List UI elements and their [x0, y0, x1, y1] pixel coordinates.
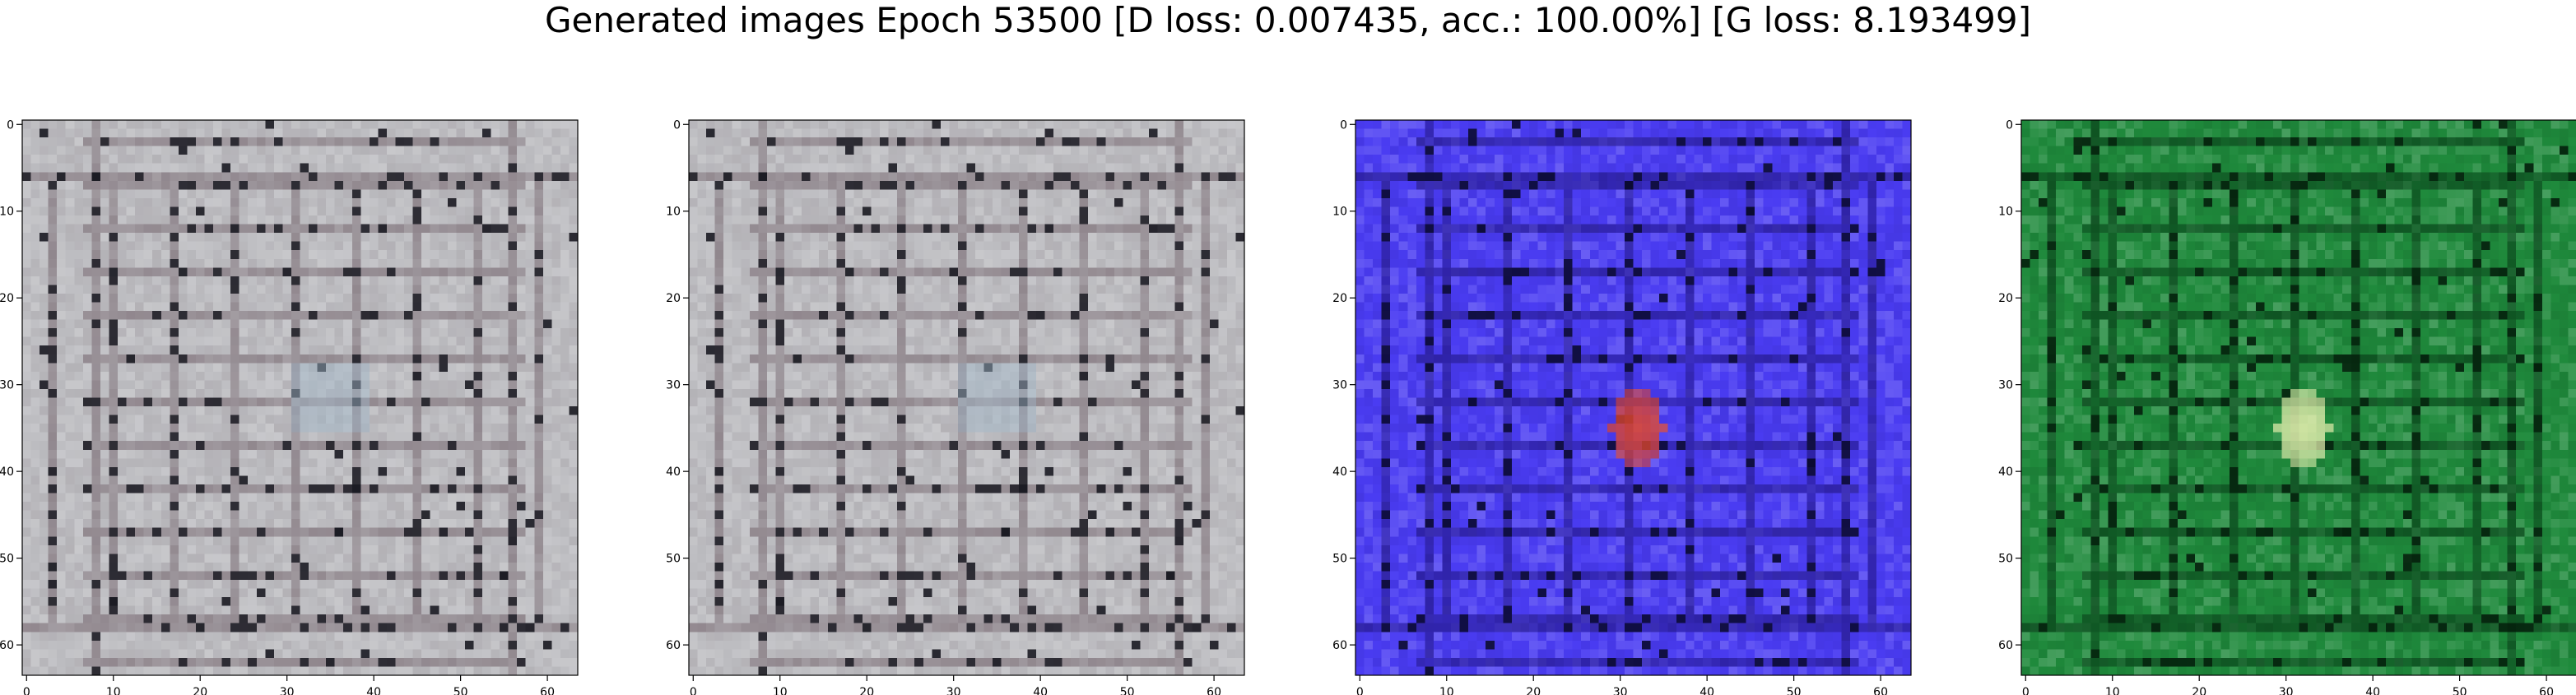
y-tick-label: 0 [7, 118, 14, 132]
y-tick-label: 50 [1998, 553, 2013, 566]
y-tick-label: 40 [1332, 466, 1347, 479]
x-tick-label: 30 [1613, 686, 1628, 695]
x-tick-label: 20 [859, 686, 874, 695]
y-tick-label: 60 [1332, 639, 1347, 652]
y-tick-label: 10 [0, 206, 14, 219]
x-tick-label: 0 [23, 686, 30, 695]
x-tick-label: 50 [1120, 686, 1135, 695]
x-tick-label: 30 [946, 686, 961, 695]
image-1-frame [21, 119, 579, 676]
x-tick-label: 30 [2279, 686, 2294, 695]
y-tick-label: 0 [673, 118, 681, 132]
x-tick-label: 30 [280, 686, 295, 695]
x-tick-label: 50 [2453, 686, 2467, 695]
image-3-panel: 0 10 20 30 40 50 60 0 10 20 30 40 50 60 [1332, 118, 1912, 695]
image-4-pixels [2021, 120, 2576, 676]
y-tick-label: 0 [2006, 118, 2013, 132]
y-tick-label: 20 [1332, 292, 1347, 305]
y-tick-label: 10 [1332, 206, 1347, 219]
x-tick-label: 50 [1787, 686, 1802, 695]
image-4-panel: 0 10 20 30 40 50 60 0 10 20 30 40 50 60 [1998, 118, 2576, 695]
y-tick-label: 30 [0, 379, 14, 392]
y-tick-label: 30 [666, 379, 681, 392]
x-tick-label: 60 [2539, 686, 2554, 695]
image-2-frame [688, 119, 1245, 676]
x-tick-label: 0 [690, 686, 697, 695]
y-tick-label: 60 [0, 639, 14, 652]
x-tick-label: 20 [193, 686, 207, 695]
x-tick-label: 60 [1207, 686, 1221, 695]
y-tick-label: 50 [666, 553, 681, 566]
x-tick-label: 60 [1873, 686, 1888, 695]
y-tick-label: 0 [1340, 118, 1347, 132]
y-tick-label: 40 [0, 466, 14, 479]
image-1-pixels [22, 120, 579, 676]
y-tick-label: 40 [666, 466, 681, 479]
x-tick-label: 0 [1356, 686, 1364, 695]
y-tick-label: 40 [1998, 466, 2013, 479]
x-tick-label: 10 [773, 686, 788, 695]
x-tick-label: 40 [2365, 686, 2380, 695]
x-tick-label: 40 [366, 686, 381, 695]
x-tick-label: 40 [1033, 686, 1048, 695]
x-tick-label: 10 [2105, 686, 2120, 695]
image-2-pixels [689, 120, 1245, 676]
image-2-panel: 0 10 20 30 40 50 60 0 10 20 30 40 50 60 [666, 118, 1245, 695]
x-tick-label: 20 [1526, 686, 1541, 695]
figure-title: Generated images Epoch 53500 [D loss: 0.… [544, 0, 2032, 40]
y-tick-label: 20 [1998, 292, 2013, 305]
x-tick-label: 0 [2022, 686, 2030, 695]
y-tick-label: 50 [1332, 553, 1347, 566]
y-tick-label: 30 [1998, 379, 2013, 392]
y-tick-label: 50 [0, 553, 14, 566]
y-tick-label: 60 [1998, 639, 2013, 652]
y-tick-label: 10 [1998, 206, 2013, 219]
x-tick-label: 60 [540, 686, 555, 695]
x-tick-label: 10 [1439, 686, 1454, 695]
x-tick-label: 20 [2192, 686, 2206, 695]
y-tick-label: 30 [1332, 379, 1347, 392]
y-tick-label: 60 [666, 639, 681, 652]
image-3-frame [1355, 119, 1912, 676]
y-tick-label: 10 [666, 206, 681, 219]
image-4-frame [2020, 119, 2576, 676]
y-tick-label: 20 [666, 292, 681, 305]
x-tick-label: 50 [453, 686, 468, 695]
x-tick-label: 40 [1700, 686, 1714, 695]
y-tick-label: 20 [0, 292, 14, 305]
image-1-panel: 0 10 20 30 40 50 60 0 10 20 30 40 50 60 [0, 118, 579, 695]
image-3-pixels [1355, 120, 1912, 676]
x-tick-label: 10 [106, 686, 121, 695]
